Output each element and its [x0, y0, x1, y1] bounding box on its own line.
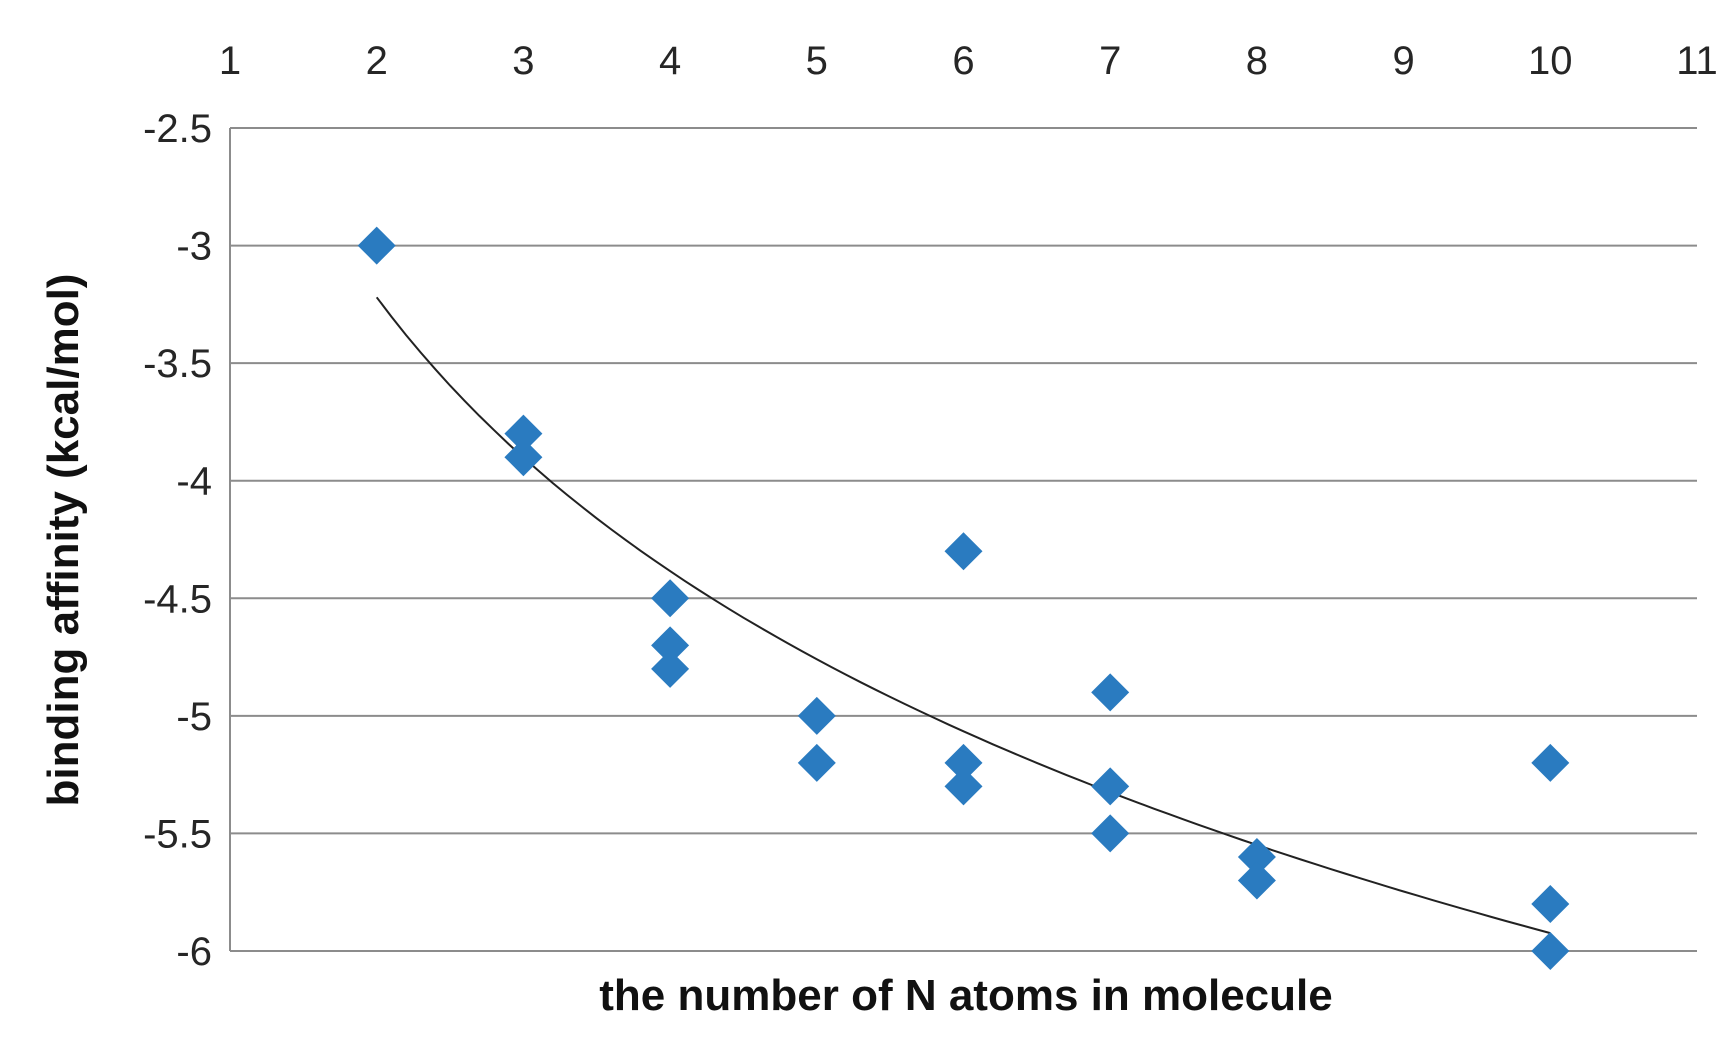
x-tick-label: 1: [219, 39, 241, 83]
y-axis-title: binding affinity (kcal/mol): [39, 274, 88, 807]
data-point: [1531, 884, 1570, 923]
data-point: [1531, 932, 1570, 970]
y-tick-label: -6: [176, 930, 212, 974]
data-point: [1091, 814, 1130, 853]
y-tick-label: -4.5: [143, 577, 212, 621]
data-point: [651, 626, 690, 665]
data-point: [1237, 861, 1276, 900]
x-tick-label: 4: [659, 39, 681, 83]
x-tick-label: 9: [1392, 39, 1414, 83]
data-point: [1091, 673, 1130, 712]
data-point: [357, 226, 396, 265]
data-point: [944, 767, 983, 806]
x-tick-label: 11: [1676, 39, 1718, 83]
data-points: [357, 226, 1570, 970]
x-tick-labels: 1 2 3 4 5 6 7 8 9 10 11: [219, 39, 1718, 83]
x-tick-label: 5: [806, 39, 828, 83]
trendline: [375, 296, 1551, 935]
data-point: [1091, 767, 1130, 806]
x-tick-label: 8: [1246, 39, 1268, 83]
y-tick-label: -4: [176, 460, 212, 504]
data-point: [504, 414, 543, 453]
y-tick-label: -3: [176, 225, 212, 269]
x-tick-label: 6: [952, 39, 974, 83]
data-point: [797, 696, 836, 735]
y-tick-label: -5.5: [143, 812, 212, 856]
data-point: [1237, 837, 1276, 876]
x-tick-label: 3: [512, 39, 534, 83]
x-tick-label: 10: [1528, 39, 1573, 83]
y-tick-label: -2.5: [143, 107, 212, 151]
y-tick-label: -5: [176, 695, 212, 739]
x-tick-label: 2: [366, 39, 388, 83]
data-point: [504, 438, 543, 477]
data-point: [651, 579, 690, 618]
y-tick-label: -3.5: [143, 342, 212, 386]
y-tick-labels: -2.5 -3 -3.5 -4 -4.5 -5 -5.5 -6: [143, 107, 212, 974]
data-point: [944, 743, 983, 782]
data-point: [1531, 743, 1570, 782]
data-point: [944, 532, 983, 571]
x-tick-label: 7: [1099, 39, 1121, 83]
data-point: [797, 743, 836, 782]
gridlines: [229, 127, 1697, 952]
x-axis-title: the number of N atoms in molecule: [599, 971, 1332, 1020]
data-point: [651, 649, 690, 688]
